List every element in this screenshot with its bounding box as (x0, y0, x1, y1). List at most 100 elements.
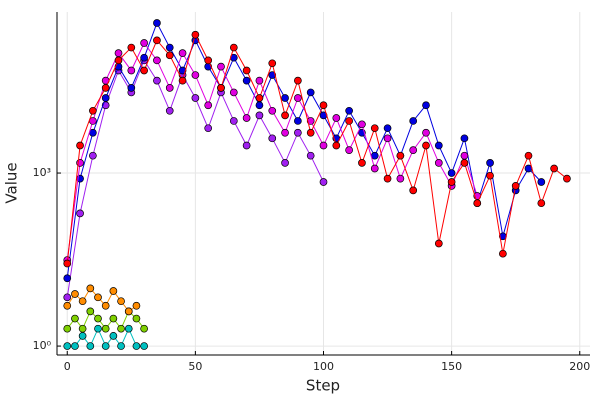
x-tick-label: 0 (64, 360, 71, 373)
point (86, 307, 95, 316)
point (332, 114, 341, 122)
point (358, 120, 366, 129)
point (499, 249, 507, 258)
point (255, 76, 264, 85)
point (242, 141, 251, 150)
point (153, 76, 161, 85)
point (383, 134, 392, 143)
point (132, 301, 141, 310)
point (71, 290, 79, 298)
point (306, 151, 315, 160)
point (217, 84, 225, 92)
y-tick-label: 10⁰ (33, 339, 52, 352)
point (89, 151, 97, 160)
point (114, 56, 123, 65)
point (109, 287, 118, 295)
point (268, 59, 277, 68)
point (204, 101, 213, 110)
point (127, 84, 136, 92)
point (306, 117, 315, 125)
point (434, 141, 443, 150)
x-tick-label: 150 (441, 360, 462, 373)
point (473, 199, 482, 208)
point (140, 39, 148, 47)
point (94, 314, 102, 323)
point (76, 209, 84, 218)
point (370, 151, 379, 160)
point (255, 101, 264, 110)
point (94, 293, 102, 302)
point (434, 159, 443, 167)
point (109, 332, 118, 340)
point (268, 134, 277, 143)
point (332, 141, 341, 150)
y-tick-label: 10³ (33, 166, 51, 179)
series-line (66, 21, 542, 279)
point (78, 324, 87, 333)
point (86, 342, 95, 350)
point (319, 141, 328, 150)
point (76, 141, 84, 150)
point (294, 117, 302, 125)
point (114, 49, 123, 57)
point (524, 151, 533, 160)
point (140, 66, 148, 75)
point (460, 134, 469, 143)
point (63, 274, 72, 283)
point (71, 314, 79, 323)
point (268, 106, 277, 115)
point (294, 128, 302, 137)
point (383, 174, 392, 183)
point (281, 94, 289, 102)
point (140, 53, 148, 62)
x-tick-label: 50 (188, 360, 202, 373)
x-axis-label: Step (306, 377, 340, 395)
point (486, 171, 494, 180)
point (409, 186, 418, 195)
point (78, 297, 87, 306)
point (140, 324, 148, 333)
point (550, 164, 558, 173)
point (229, 117, 238, 125)
point (178, 66, 187, 75)
point (101, 84, 110, 92)
point (434, 239, 443, 248)
point (563, 174, 571, 183)
point (370, 164, 379, 173)
point (229, 43, 238, 52)
series-line (66, 287, 137, 313)
point (447, 169, 456, 177)
point (319, 178, 328, 186)
point (511, 181, 520, 190)
point (101, 94, 110, 102)
point (242, 76, 251, 85)
point (242, 66, 251, 75)
point (422, 128, 430, 137)
point (345, 146, 353, 154)
point (117, 297, 125, 306)
point (153, 19, 161, 27)
point (165, 51, 174, 60)
point (345, 117, 353, 125)
point (132, 342, 141, 350)
point (117, 342, 125, 350)
point (101, 301, 110, 310)
point (409, 117, 418, 125)
point (153, 56, 161, 65)
point (345, 106, 353, 115)
point (165, 43, 174, 52)
point (63, 324, 72, 333)
point (294, 76, 302, 85)
point (109, 314, 118, 323)
point (447, 178, 456, 186)
point (460, 159, 469, 167)
point (242, 114, 251, 122)
point (319, 101, 328, 110)
point (396, 174, 405, 183)
point (422, 141, 430, 150)
point (127, 43, 136, 52)
point (63, 259, 72, 268)
point (127, 66, 136, 75)
point (71, 342, 79, 350)
